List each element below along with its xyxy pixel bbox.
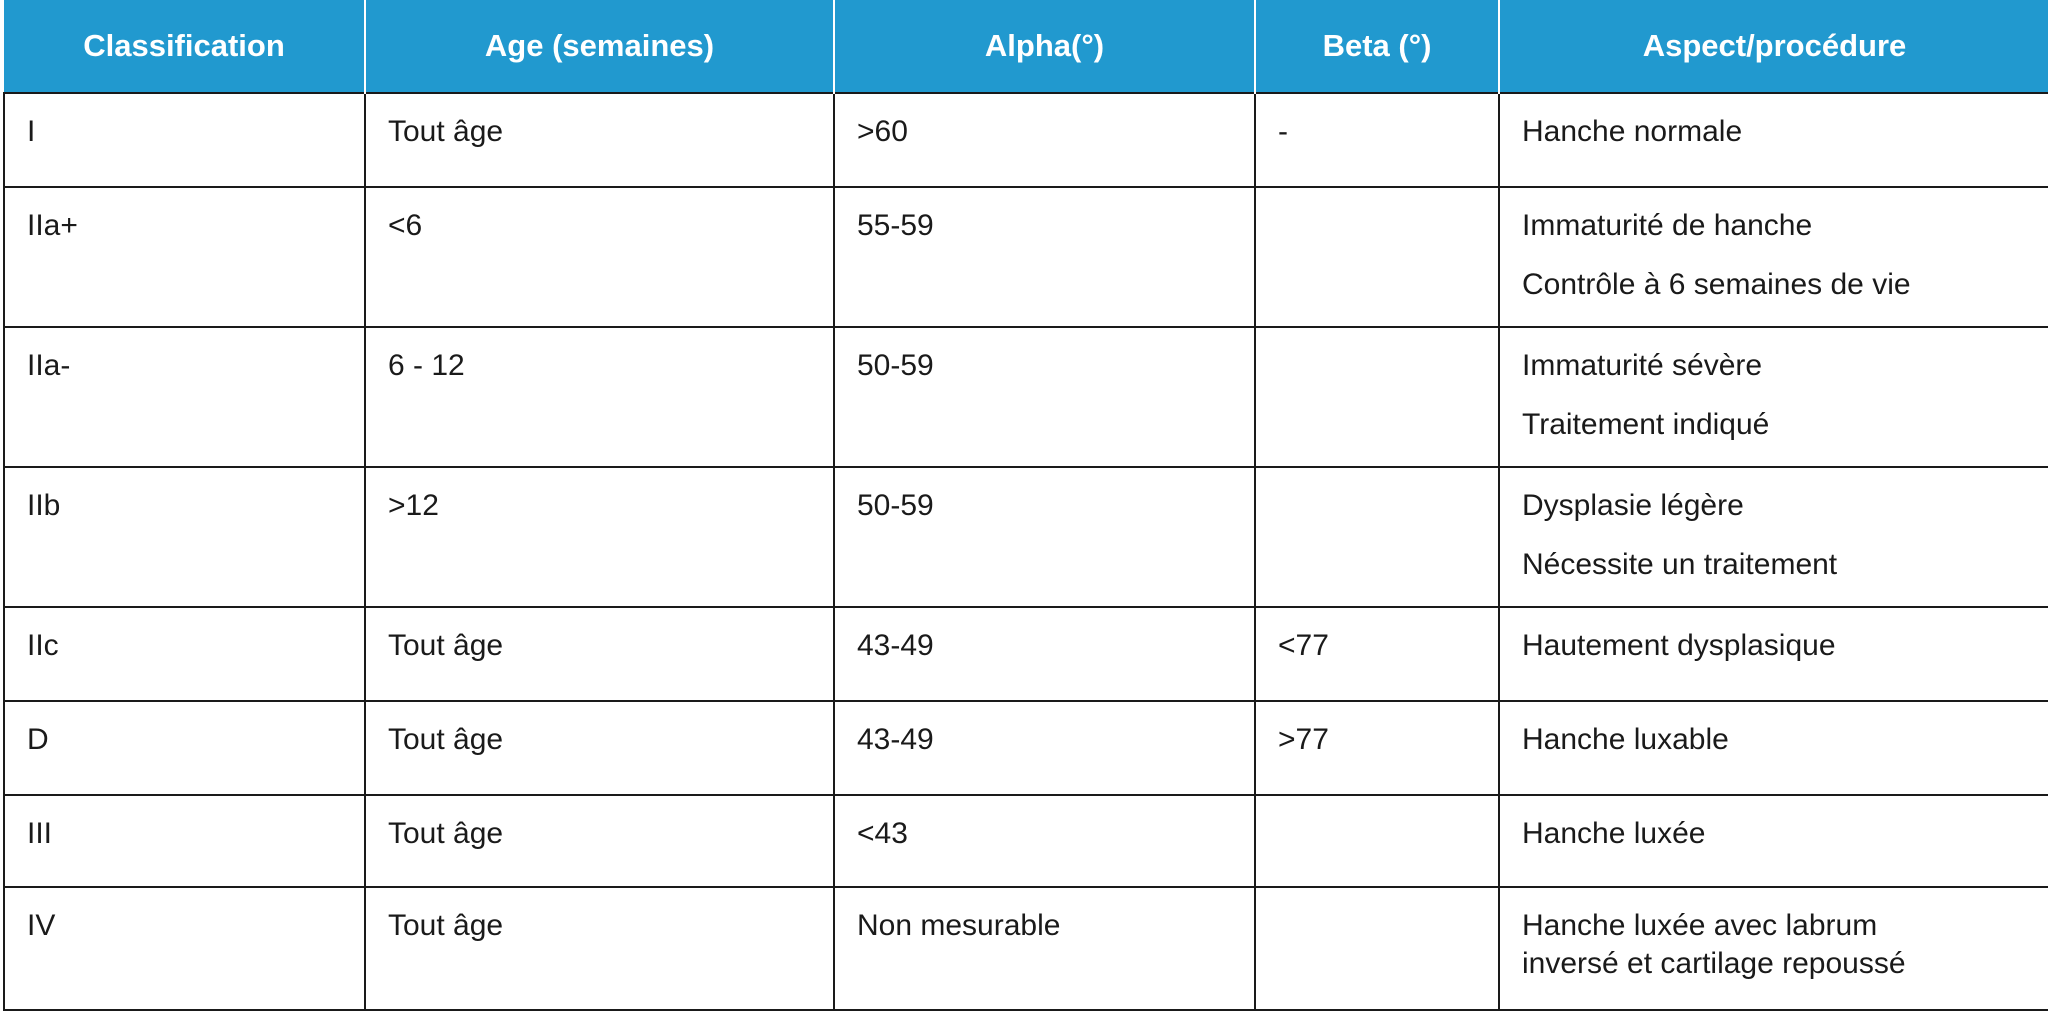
table-cell xyxy=(1254,326,1500,468)
table-cell: Tout âge xyxy=(364,92,835,188)
table-row: III Tout âge <43 Hanche luxée xyxy=(3,794,2048,888)
cell-line: Hanche normale xyxy=(1522,115,1743,148)
table-cell: Hanche luxée xyxy=(1498,794,2048,888)
table-cell: IIc xyxy=(3,606,366,702)
table-body: I Tout âge >60- Hanche normale IIa+ <6 55-59 Im… xyxy=(3,92,2048,1011)
table-cell: >12 xyxy=(364,466,835,608)
table-row: IIc Tout âge 43-49 <77 Hautement dysplasique xyxy=(3,606,2048,702)
header-cell: Beta (°) xyxy=(1254,0,1500,93)
table-header: Classification Age (semaines) Alpha(°) Beta… xyxy=(4,0,2048,93)
cell-line: Traitement indiqué xyxy=(1522,408,1770,441)
table-cell: 43-49 xyxy=(833,700,1256,796)
table-cell: Dysplasie légère Nécessite un traitement xyxy=(1498,466,2048,608)
table-cell: 50-59 xyxy=(833,466,1256,608)
table-cell: - xyxy=(1254,92,1500,188)
table-row: IIb >12 50-59 Dysplasie légère Nécessite un … xyxy=(3,466,2048,608)
table-cell: <43 xyxy=(833,794,1256,888)
header-cell: Aspect/procédure xyxy=(1498,0,2048,93)
table-cell: Hanche luxable xyxy=(1498,700,2048,796)
table-row: D Tout âge 43-49 >77 Hanche luxable xyxy=(3,700,2048,796)
header-cell: Alpha(°) xyxy=(833,0,1256,93)
table-cell xyxy=(1254,466,1500,608)
table-cell: Tout âge xyxy=(364,606,835,702)
table-row: IV Tout âge Non mesurable Hanche luxée avec… xyxy=(3,886,2048,1011)
table-cell: IV xyxy=(3,886,366,1011)
cell-line: Hautement dysplasique xyxy=(1522,629,1836,662)
table-cell: <6 xyxy=(364,186,835,328)
cell-line: Hanche luxable xyxy=(1522,723,1729,756)
table-cell: I xyxy=(3,92,366,188)
cell-line: Contrôle à 6 semaines de vie xyxy=(1522,268,1911,301)
table-cell xyxy=(1254,186,1500,328)
table-cell: Tout âge xyxy=(364,700,835,796)
table-cell: IIa+ xyxy=(3,186,366,328)
header-cell: Age (semaines) xyxy=(364,0,835,93)
table-row: I Tout âge >60- Hanche normale xyxy=(3,92,2048,188)
table-cell: Immaturité de hanche Contrôle à 6 semaine… xyxy=(1498,186,2048,328)
table-row: IIa- 6 - 12 50-59 Immaturité sévère Traiteme… xyxy=(3,326,2048,468)
table-cell xyxy=(1254,794,1500,888)
table-cell: Hautement dysplasique xyxy=(1498,606,2048,702)
cell-line: Immaturité de hanche xyxy=(1522,209,1813,242)
table-cell: IIb xyxy=(3,466,366,608)
table-cell: D xyxy=(3,700,366,796)
table-cell: Tout âge xyxy=(364,794,835,888)
header-cell: Classification xyxy=(4,0,366,93)
table-cell: >77 xyxy=(1254,700,1500,796)
header-row: Classification Age (semaines) Alpha(°) Beta… xyxy=(4,0,2048,93)
table-cell: Immaturité sévère Traitement indiqué xyxy=(1498,326,2048,468)
table-cell: Hanche luxée avec labrum inversé et carti… xyxy=(1498,886,2048,1011)
table-cell: >60 xyxy=(833,92,1256,188)
table-cell: Non mesurable xyxy=(833,886,1256,1011)
table-cell: Hanche normale xyxy=(1498,92,2048,188)
cell-line: Dysplasie légère xyxy=(1522,489,1744,522)
cell-line: Hanche luxée xyxy=(1522,817,1706,850)
table-cell: 6 - 12 xyxy=(364,326,835,468)
table-cell: 55-59 xyxy=(833,186,1256,328)
table-cell: <77 xyxy=(1254,606,1500,702)
table-row: IIa+ <6 55-59 Immaturité de hanche Contrôle … xyxy=(3,186,2048,328)
table-cell xyxy=(1254,886,1500,1011)
table-cell: III xyxy=(3,794,366,888)
cell-line: inversé et cartilage repoussé xyxy=(1522,947,1906,980)
cell-line: Nécessite un traitement xyxy=(1522,548,1838,581)
table-cell: 43-49 xyxy=(833,606,1256,702)
table-cell: IIa- xyxy=(3,326,366,468)
cell-line: Immaturité sévère xyxy=(1522,349,1763,382)
table-cell: 50-59 xyxy=(833,326,1256,468)
classification-table: Classification Age (semaines) Alpha(°) Beta… xyxy=(3,0,2048,1011)
cell-line: Hanche luxée avec labrum xyxy=(1522,909,1878,942)
table-cell: Tout âge xyxy=(364,886,835,1011)
